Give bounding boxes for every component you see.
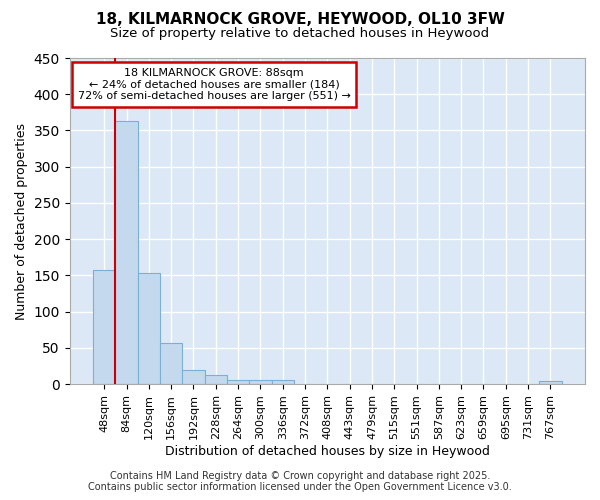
- X-axis label: Distribution of detached houses by size in Heywood: Distribution of detached houses by size …: [165, 444, 490, 458]
- Text: Contains HM Land Registry data © Crown copyright and database right 2025.
Contai: Contains HM Land Registry data © Crown c…: [88, 471, 512, 492]
- Bar: [93, 270, 115, 384]
- Bar: [205, 374, 227, 384]
- Bar: [272, 380, 294, 384]
- Bar: [249, 380, 272, 384]
- Bar: [160, 343, 182, 384]
- Y-axis label: Number of detached properties: Number of detached properties: [15, 122, 28, 320]
- Text: Size of property relative to detached houses in Heywood: Size of property relative to detached ho…: [110, 28, 490, 40]
- Bar: [182, 370, 205, 384]
- Text: 18, KILMARNOCK GROVE, HEYWOOD, OL10 3FW: 18, KILMARNOCK GROVE, HEYWOOD, OL10 3FW: [95, 12, 505, 28]
- Bar: [137, 273, 160, 384]
- Bar: [539, 381, 562, 384]
- Bar: [115, 121, 137, 384]
- Text: 18 KILMARNOCK GROVE: 88sqm
← 24% of detached houses are smaller (184)
72% of sem: 18 KILMARNOCK GROVE: 88sqm ← 24% of deta…: [77, 68, 350, 101]
- Bar: [227, 380, 249, 384]
